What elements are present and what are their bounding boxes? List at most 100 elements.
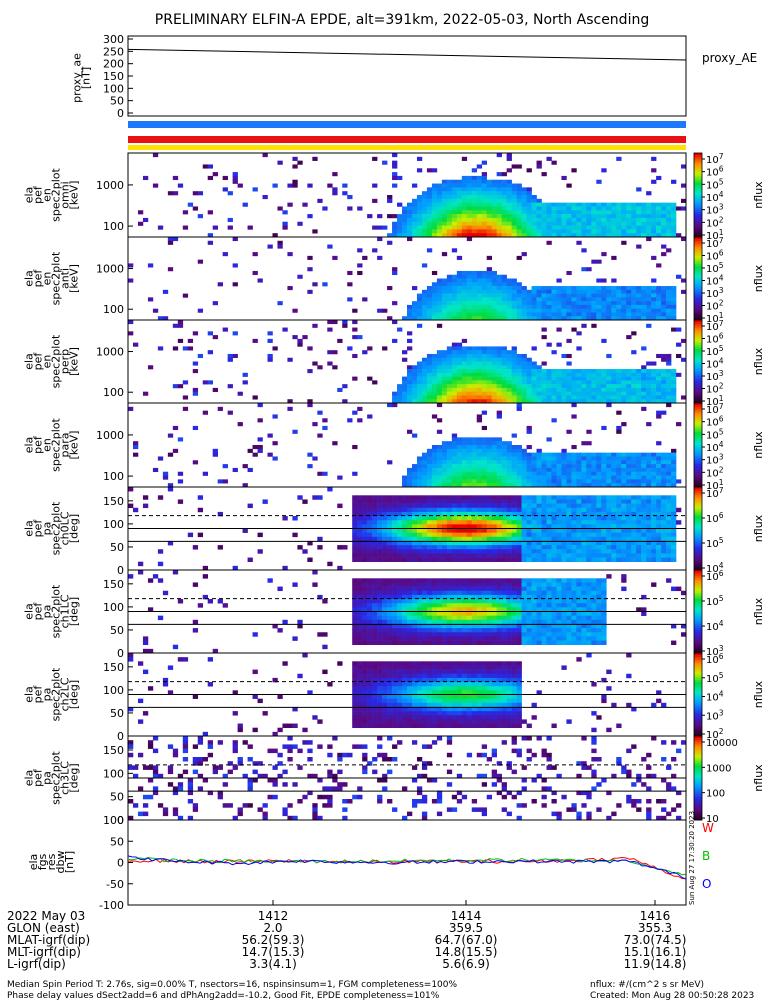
spectrogram-cell	[217, 545, 223, 550]
spectrogram-cell	[382, 160, 388, 165]
spectrogram-cell	[282, 225, 288, 230]
spectrogram-cell	[571, 403, 577, 408]
spectrogram-cell	[491, 540, 497, 546]
spectrogram-cell	[377, 615, 383, 621]
spectrogram-cell	[606, 293, 612, 298]
colorbar-swatch	[694, 522, 702, 525]
spectrogram-cell	[611, 312, 617, 317]
spectrogram-cell	[611, 255, 617, 260]
spectrogram-cell	[521, 217, 527, 223]
spectrogram-cell	[541, 369, 547, 374]
spectrogram-cell	[561, 483, 567, 488]
spectrogram-cell	[601, 387, 607, 392]
spectrogram-cell	[591, 520, 597, 525]
spectrogram-cell	[611, 233, 617, 238]
spectrogram-cell	[431, 229, 438, 234]
spectrogram-cell	[641, 395, 647, 400]
spectrogram-cell	[631, 464, 637, 469]
spectrogram-cell	[651, 499, 657, 504]
spectrogram-cell	[576, 511, 582, 517]
spectrogram-cell	[521, 452, 527, 457]
spectrogram-cell	[441, 503, 448, 509]
spectrogram-cell	[511, 599, 517, 604]
spectrogram-cell	[456, 346, 463, 351]
spectrogram-cell	[621, 297, 627, 302]
spectrogram-cell	[506, 599, 512, 604]
spectrogram-cell	[476, 270, 483, 276]
spectrogram-cell	[511, 289, 517, 294]
spectrogram-cell	[202, 574, 209, 579]
spectrogram-cell	[441, 376, 448, 381]
spectrogram-cell	[436, 225, 443, 230]
spectrogram-cell	[486, 590, 492, 596]
spectrogram-cell	[491, 623, 497, 629]
spectrogram-cell	[646, 495, 652, 500]
spectrogram-cell	[606, 395, 612, 400]
spectrogram-cell	[167, 452, 174, 457]
spectrogram-cell	[671, 475, 677, 480]
spectrogram-cell	[626, 297, 632, 302]
spectrogram-cell	[561, 456, 567, 461]
spectrogram-cell	[516, 578, 522, 583]
spectrogram-cell	[426, 399, 433, 404]
spectrogram-cell	[367, 636, 373, 641]
spectrogram-cell	[556, 503, 562, 509]
spectrogram-cell	[461, 632, 468, 637]
spectrogram-cell	[466, 532, 473, 538]
spectrogram-cell	[466, 536, 473, 542]
spectrogram-cell	[551, 503, 557, 509]
spectrogram-cell	[486, 467, 492, 473]
spectrogram-cell	[466, 594, 473, 600]
spectrogram-cell	[661, 202, 667, 207]
spectrogram-cell	[377, 532, 383, 538]
spectrogram-cell	[636, 372, 642, 377]
spectrogram-cell	[416, 507, 423, 513]
spectrogram-cell	[307, 183, 313, 188]
spectrogram-cell	[501, 479, 507, 484]
spectrogram-cell	[382, 619, 388, 625]
spectrogram-cell	[666, 376, 672, 381]
spectrogram-cell	[576, 316, 582, 321]
spectrogram-cell	[556, 516, 562, 521]
spectrogram-cell	[476, 221, 483, 226]
colorbar-swatch	[694, 328, 702, 331]
spectrogram-cell	[411, 301, 418, 306]
spectrogram-cell	[556, 557, 562, 562]
spectrogram-cell	[461, 304, 468, 309]
spectrogram-cell	[441, 206, 448, 211]
spectrogram-cell	[596, 316, 602, 321]
spectrogram-cell	[466, 286, 473, 291]
spectrogram-cell	[456, 545, 463, 550]
spectrogram-cell	[576, 301, 582, 306]
spectrogram-cell	[496, 483, 502, 488]
spectrogram-cell	[421, 549, 428, 554]
spectrogram-cell	[526, 507, 532, 513]
spectrogram-cell	[222, 175, 228, 181]
spectrogram-cell	[451, 640, 458, 645]
spectrogram-cell	[501, 372, 507, 377]
spectrogram-cell	[367, 503, 373, 509]
spectrogram-cell	[392, 503, 398, 509]
spectrogram-cell	[441, 495, 448, 500]
spectrogram-cell	[626, 471, 632, 476]
spectrogram-cell	[142, 640, 149, 645]
spectrogram-cell	[157, 456, 164, 461]
spectrogram-cell	[402, 607, 408, 612]
spectrogram-cell	[516, 293, 522, 298]
spectrogram-cell	[342, 320, 348, 325]
spectrogram-cell	[571, 289, 577, 294]
colorbar-swatch	[694, 261, 702, 265]
spectrogram-cell	[511, 361, 517, 366]
spectrogram-cell	[456, 316, 463, 321]
spectrogram-cell	[471, 557, 478, 562]
spectrogram-cell	[451, 464, 458, 469]
spectrogram-cell	[536, 202, 542, 207]
spectrogram-cell	[212, 648, 218, 654]
spectrogram-cell	[431, 599, 438, 604]
spectrogram-cell	[147, 648, 154, 654]
spectrogram-cell	[486, 628, 492, 633]
spectrogram-cell	[431, 495, 438, 500]
spectrogram-cell	[671, 286, 677, 291]
spectrogram-cell	[506, 297, 512, 302]
spectrogram-cell	[471, 599, 478, 604]
